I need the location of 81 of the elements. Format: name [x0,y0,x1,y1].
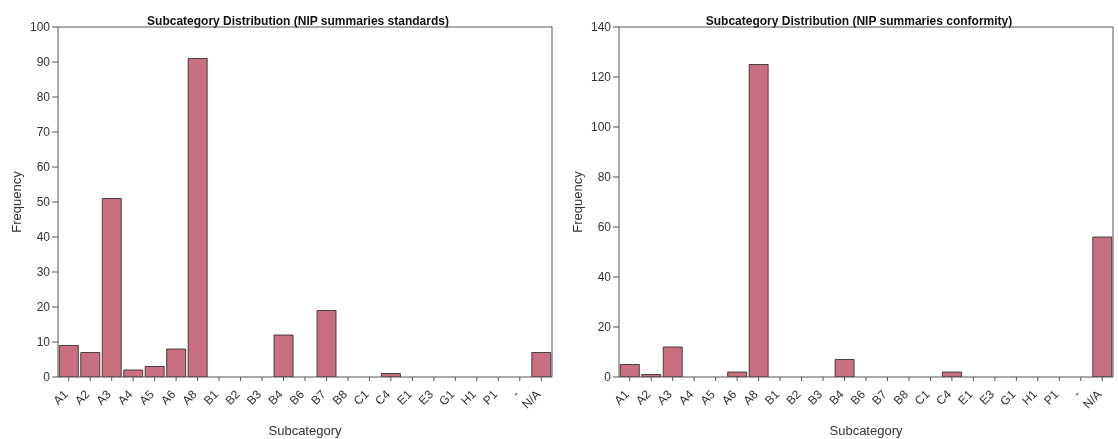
x-tick-label: A4 [115,387,136,408]
x-tick-label: B6 [286,387,308,408]
x-tick-label: G1 [997,387,1019,409]
x-tick-label: E3 [976,387,998,408]
x-tick-label: P1 [480,387,501,408]
y-tick-label: 20 [36,300,51,315]
x-tick-label: C4 [933,386,955,408]
y-tick-label: 100 [590,120,612,135]
x-tick-label: A6 [157,387,179,408]
y-tick-label: 40 [597,270,612,285]
bar [942,371,962,377]
bar [531,352,552,377]
x-tick-label: C1 [911,386,933,408]
y-tick-label: 30 [36,265,51,280]
x-axis-title: Subcategory [268,423,342,438]
y-axis-title: Frequency [8,170,24,233]
x-tick-label: C1 [350,386,372,408]
x-tick-label: B6 [847,387,869,408]
y-tick-label: 80 [597,170,612,185]
y-tick-label: 70 [36,125,51,140]
x-tick-label: N/A [1080,387,1105,412]
x-tick-label: B2 [222,387,243,408]
x-tick-label: A5 [136,387,157,408]
y-tick-label: 80 [36,90,51,105]
y-axis-title: Frequency [569,170,585,233]
x-tick-label: B4 [826,387,847,408]
x-tick-label: A2 [633,387,654,408]
x-tick-label: B7 [308,387,329,408]
x-tick-label: B3 [243,387,265,408]
x-tick-label: B4 [265,387,286,408]
bar [834,359,855,377]
y-tick-label: 60 [597,220,612,235]
bar [273,334,294,377]
x-tick-label: A3 [654,387,676,408]
x-tick-label: E1 [394,387,415,408]
x-tick-label: A8 [740,387,761,408]
x-tick-label: B1 [200,387,222,408]
y-tick-label: 20 [597,320,612,335]
x-tick-label: A5 [697,387,718,408]
x-tick-label: G1 [436,387,458,409]
x-tick-label: P1 [1041,387,1062,408]
x-tick-label: A2 [72,387,93,408]
chart-title: Subcategory Distribution (NIP summaries standards) [147,14,449,28]
x-tick-label: B7 [869,387,890,408]
x-tick-label: A6 [718,387,740,408]
x-axis-title: Subcategory [829,423,903,438]
y-tick-label: 0 [604,370,612,385]
x-tick-label: E1 [955,387,976,408]
x-tick-label: B1 [761,387,783,408]
x-tick-label: A1 [50,387,72,408]
x-tick-label: B8 [329,387,351,408]
x-tick-label: A8 [179,387,200,408]
x-tick-label: B2 [783,387,804,408]
x-tick-label: H1 [458,386,480,408]
y-tick-label: 10 [36,335,51,350]
bar [316,310,337,377]
y-tick-label: 0 [43,370,51,385]
x-tick-label: H1 [1019,386,1041,408]
x-tick-label: - [1070,387,1083,400]
x-tick-label: A3 [93,387,115,408]
chart-title: Subcategory Distribution (NIP summaries conformity) [705,14,1013,28]
y-tick-label: 120 [590,70,612,85]
y-tick-label: 40 [36,230,51,245]
bar [748,64,769,377]
y-tick-label: 140 [590,20,612,35]
x-tick-label: C4 [372,386,394,408]
x-tick-label: E3 [415,387,437,408]
y-tick-label: 60 [36,160,51,175]
x-tick-label: B8 [890,387,912,408]
bar [727,371,748,377]
x-tick-label: - [509,387,522,400]
y-tick-label: 90 [36,55,51,70]
x-tick-label: B3 [804,387,826,408]
x-tick-label: N/A [519,387,544,412]
bar [662,346,683,377]
bar [187,58,208,377]
x-tick-label: A4 [676,387,697,408]
bar [1092,236,1113,377]
y-tick-label: 50 [36,195,51,210]
x-tick-label: A1 [611,387,633,408]
y-tick-label: 100 [29,20,51,35]
